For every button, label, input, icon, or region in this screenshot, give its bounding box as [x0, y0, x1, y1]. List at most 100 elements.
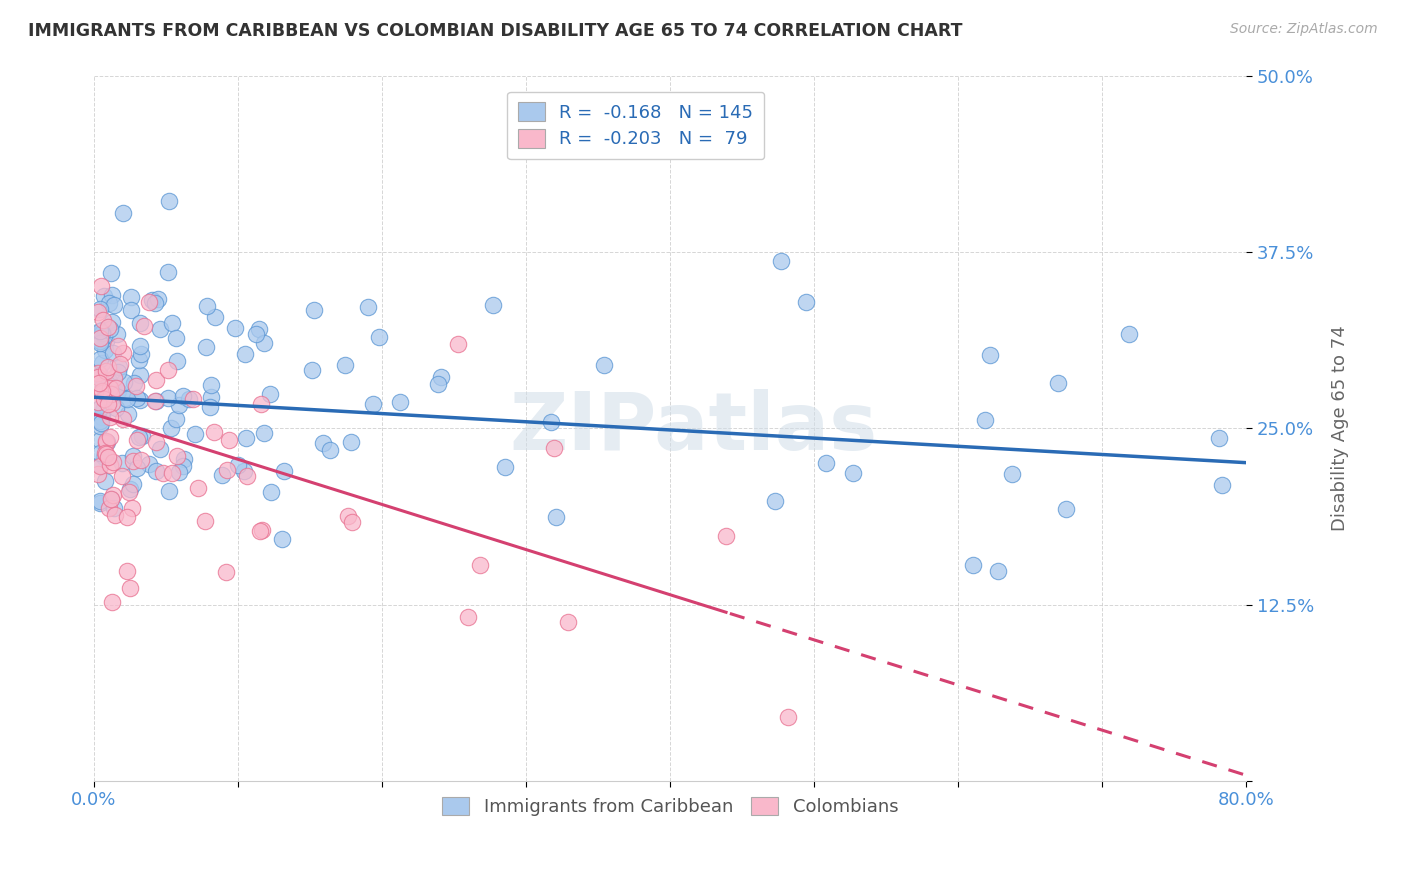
Point: [94, 343, 117, 358]
Point: [138, 295, 160, 310]
Point: [200, 378, 222, 392]
Point: [112, 346, 135, 360]
Point: [388, 395, 411, 409]
Point: [98, 409, 121, 424]
Point: [156, 265, 179, 279]
Point: [125, 379, 148, 393]
Point: [543, 441, 565, 455]
Point: [87, 467, 110, 481]
Point: [91, 356, 114, 370]
Point: [89, 414, 111, 428]
Point: [127, 391, 149, 405]
Point: [152, 466, 174, 480]
Point: [252, 524, 274, 538]
Point: [100, 266, 122, 280]
Point: [104, 381, 127, 395]
Y-axis label: Disability Age 65 to 74: Disability Age 65 to 74: [1331, 326, 1348, 531]
Point: [94, 434, 117, 449]
Point: [253, 335, 276, 350]
Point: [259, 484, 281, 499]
Point: [357, 301, 380, 315]
Point: [89, 458, 111, 472]
Point: [97, 374, 120, 388]
Point: [172, 389, 194, 403]
Point: [141, 293, 163, 308]
Point: [107, 360, 129, 375]
Point: [232, 464, 254, 478]
Point: [117, 565, 139, 579]
Point: [97, 501, 120, 516]
Point: [218, 434, 240, 448]
Point: [89, 301, 111, 316]
Point: [94, 334, 117, 348]
Point: [125, 460, 148, 475]
Point: [91, 384, 114, 398]
Point: [319, 442, 342, 457]
Point: [235, 431, 257, 445]
Point: [89, 334, 111, 348]
Point: [100, 491, 122, 506]
Point: [128, 430, 150, 444]
Point: [368, 329, 391, 343]
Point: [97, 397, 120, 411]
Point: [94, 446, 117, 460]
Point: [98, 322, 121, 336]
Point: [165, 331, 187, 345]
Point: [187, 482, 209, 496]
Legend: Immigrants from Caribbean, Colombians: Immigrants from Caribbean, Colombians: [433, 788, 907, 825]
Point: [546, 509, 568, 524]
Point: [173, 452, 195, 467]
Point: [96, 435, 118, 450]
Point: [129, 368, 152, 382]
Point: [195, 340, 218, 354]
Point: [540, 415, 562, 429]
Point: [149, 322, 172, 336]
Point: [128, 353, 150, 368]
Point: [194, 514, 217, 528]
Point: [89, 419, 111, 434]
Point: [97, 319, 120, 334]
Point: [100, 492, 122, 507]
Point: [166, 449, 188, 463]
Point: [157, 194, 180, 208]
Text: Source: ZipAtlas.com: Source: ZipAtlas.com: [1230, 22, 1378, 37]
Point: [91, 409, 114, 424]
Point: [94, 447, 117, 461]
Point: [197, 300, 219, 314]
Point: [87, 376, 110, 390]
Point: [100, 387, 122, 401]
Point: [211, 467, 233, 482]
Point: [166, 354, 188, 368]
Point: [200, 390, 222, 404]
Point: [111, 468, 134, 483]
Point: [89, 336, 111, 351]
Point: [215, 566, 238, 580]
Point: [103, 371, 125, 385]
Point: [1054, 502, 1077, 516]
Point: [91, 377, 114, 392]
Point: [122, 477, 145, 491]
Point: [776, 709, 799, 723]
Point: [245, 326, 267, 341]
Point: [89, 368, 111, 383]
Point: [90, 323, 112, 337]
Point: [979, 348, 1001, 362]
Point: [101, 288, 124, 302]
Point: [107, 384, 129, 398]
Point: [89, 351, 111, 366]
Point: [129, 453, 152, 467]
Point: [143, 296, 166, 310]
Point: [138, 457, 160, 471]
Point: [103, 501, 125, 516]
Point: [98, 430, 121, 444]
Point: [1047, 376, 1070, 390]
Point: [457, 610, 479, 624]
Point: [249, 524, 271, 538]
Point: [103, 508, 125, 522]
Point: [1208, 431, 1230, 445]
Point: [270, 532, 292, 546]
Point: [224, 321, 246, 335]
Point: [815, 456, 838, 470]
Point: [363, 397, 385, 411]
Point: [89, 324, 111, 338]
